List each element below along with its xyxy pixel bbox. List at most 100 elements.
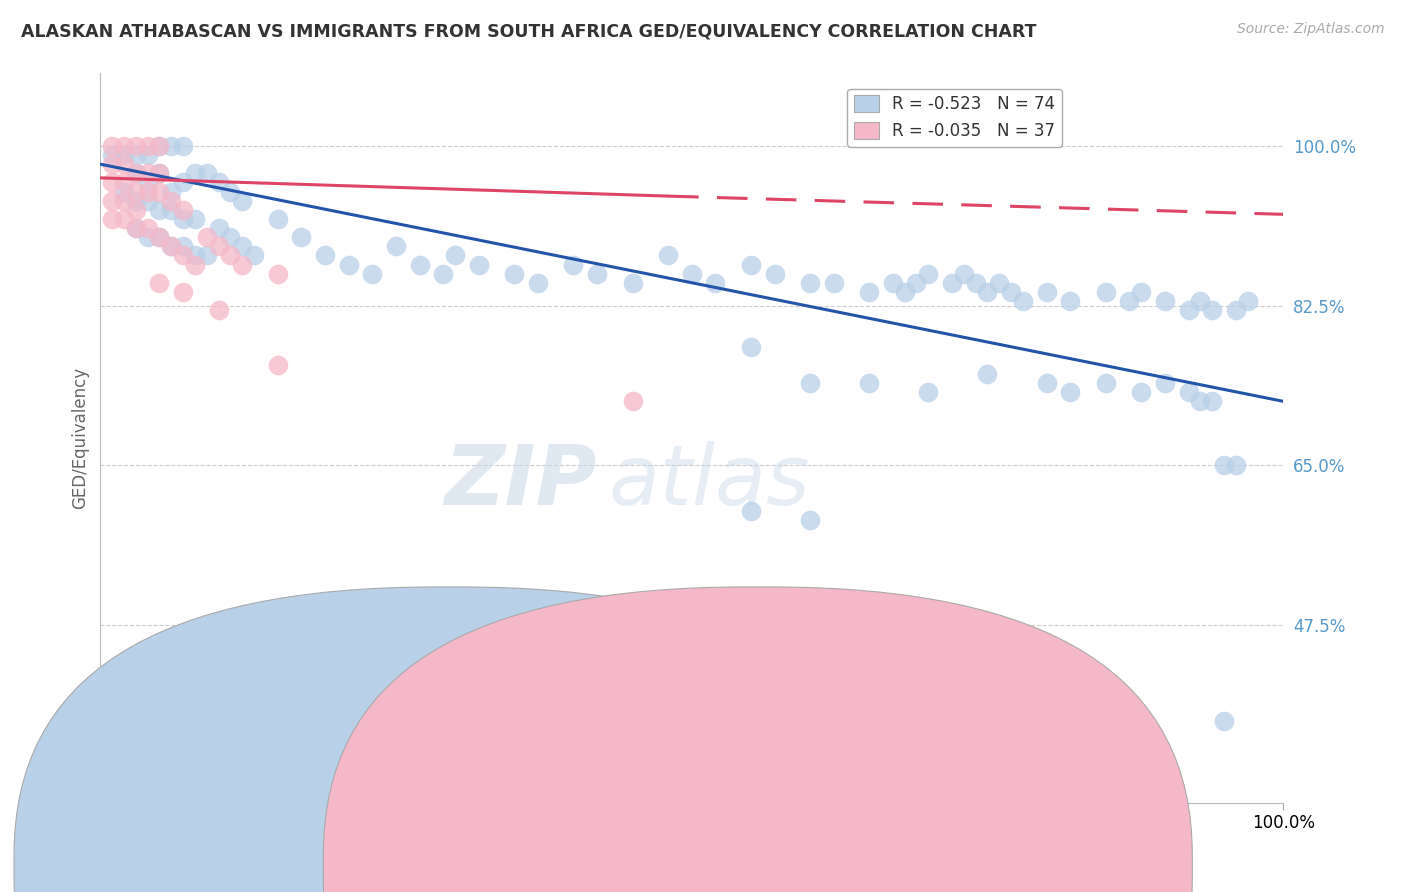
Point [195, 230, 218, 244]
Point [231, 239, 253, 253]
Point [172, 139, 194, 153]
Point [1201, 303, 1223, 318]
Point [136, 148, 159, 162]
Point [1225, 303, 1247, 318]
Point [160, 139, 183, 153]
Point [172, 239, 194, 253]
Point [1094, 376, 1116, 390]
Point [444, 248, 467, 262]
Point [101, 139, 124, 153]
Text: Alaskan Athabascans: Alaskan Athabascans [472, 858, 648, 876]
Point [621, 394, 644, 409]
Point [799, 276, 821, 290]
Point [112, 194, 135, 208]
Point [763, 267, 786, 281]
Point [243, 248, 266, 262]
Point [136, 194, 159, 208]
Point [503, 267, 526, 281]
Point [988, 276, 1011, 290]
Point [1094, 285, 1116, 299]
Point [562, 258, 585, 272]
Point [1213, 458, 1236, 472]
Point [1177, 303, 1199, 318]
Point [1189, 293, 1212, 308]
Point [136, 221, 159, 235]
Point [468, 258, 491, 272]
Point [267, 358, 290, 372]
Point [965, 276, 987, 290]
Point [112, 185, 135, 199]
Point [917, 267, 939, 281]
Point [1094, 705, 1116, 719]
Point [148, 185, 170, 199]
Point [231, 194, 253, 208]
Point [799, 513, 821, 527]
Point [432, 267, 454, 281]
Point [125, 202, 148, 217]
Point [136, 176, 159, 190]
Point [799, 376, 821, 390]
Y-axis label: GED/Equivalency: GED/Equivalency [72, 367, 89, 508]
Point [219, 185, 242, 199]
Point [740, 340, 762, 354]
Point [160, 194, 183, 208]
Point [112, 211, 135, 226]
Point [290, 230, 312, 244]
Point [207, 176, 229, 190]
Point [125, 194, 148, 208]
Point [184, 166, 207, 180]
Point [219, 248, 242, 262]
Point [882, 276, 904, 290]
Point [1059, 385, 1081, 400]
Point [101, 148, 124, 162]
Text: Immigrants from South Africa: Immigrants from South Africa [782, 858, 1026, 876]
Text: atlas: atlas [609, 441, 811, 522]
Point [125, 221, 148, 235]
Point [740, 504, 762, 518]
Point [207, 303, 229, 318]
Point [337, 258, 360, 272]
Point [1201, 394, 1223, 409]
Point [1177, 385, 1199, 400]
Point [1035, 376, 1057, 390]
Point [125, 166, 148, 180]
Point [905, 276, 928, 290]
Point [858, 376, 880, 390]
Point [160, 239, 183, 253]
Point [148, 139, 170, 153]
Point [1236, 293, 1258, 308]
Point [101, 157, 124, 171]
Point [148, 230, 170, 244]
Point [1000, 285, 1022, 299]
Text: ALASKAN ATHABASCAN VS IMMIGRANTS FROM SOUTH AFRICA GED/EQUIVALENCY CORRELATION C: ALASKAN ATHABASCAN VS IMMIGRANTS FROM SO… [21, 22, 1036, 40]
Point [1225, 458, 1247, 472]
Point [941, 276, 963, 290]
Point [976, 367, 998, 381]
Legend: R = -0.523   N = 74, R = -0.035   N = 37: R = -0.523 N = 74, R = -0.035 N = 37 [848, 88, 1062, 146]
Point [160, 185, 183, 199]
Point [1012, 293, 1035, 308]
Point [172, 285, 194, 299]
Point [1153, 293, 1175, 308]
Point [112, 139, 135, 153]
Text: ZIP: ZIP [444, 441, 598, 522]
Point [125, 185, 148, 199]
Point [657, 248, 679, 262]
Point [704, 276, 727, 290]
Point [195, 166, 218, 180]
Point [125, 148, 148, 162]
Point [1153, 376, 1175, 390]
Point [917, 613, 939, 627]
Point [893, 285, 915, 299]
Point [952, 267, 974, 281]
Point [136, 139, 159, 153]
Point [527, 276, 550, 290]
Point [267, 267, 290, 281]
Point [1130, 385, 1153, 400]
Point [917, 385, 939, 400]
Point [823, 276, 845, 290]
Point [160, 202, 183, 217]
Point [148, 166, 170, 180]
Point [740, 258, 762, 272]
Point [136, 230, 159, 244]
